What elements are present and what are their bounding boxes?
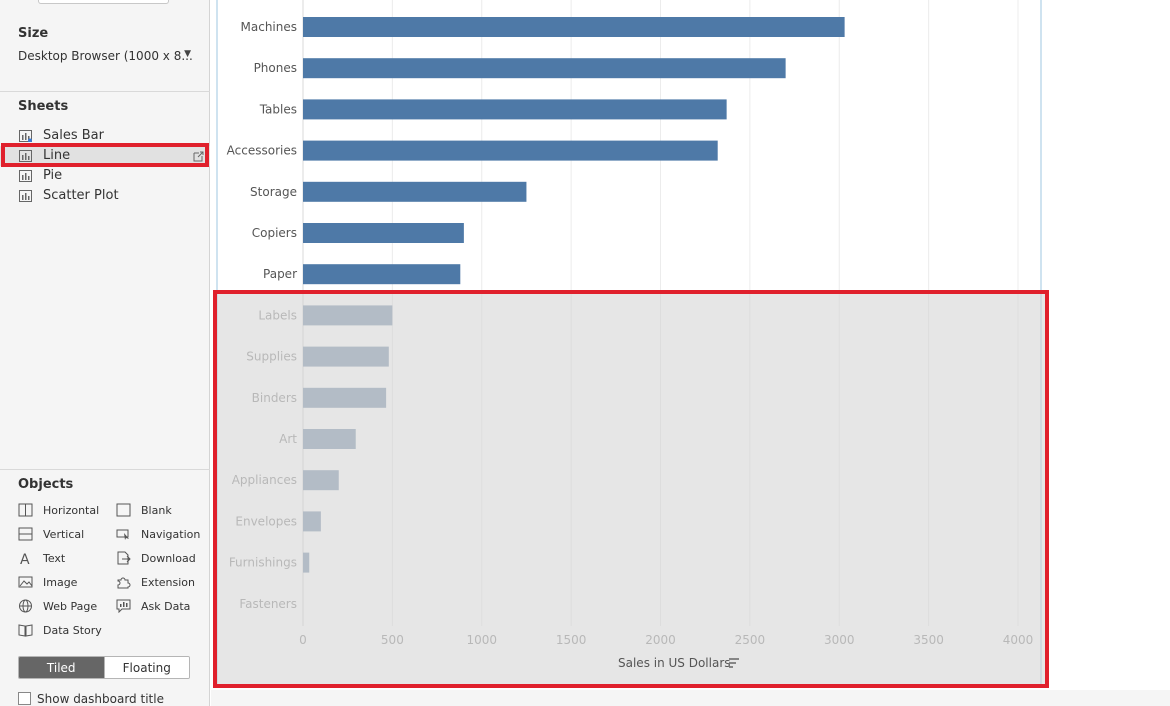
object-label: Image (43, 576, 78, 589)
ask-data-icon (116, 599, 131, 613)
bar-phones[interactable] (303, 58, 786, 79)
object-label: Navigation (141, 528, 201, 541)
device-preview-button[interactable] (38, 0, 169, 4)
layout-toggle: Tiled Floating (18, 656, 190, 679)
show-dashboard-title-checkbox[interactable]: Show dashboard title (18, 692, 164, 706)
globe-icon (19, 599, 32, 613)
bar-storage[interactable] (303, 181, 527, 202)
drop-target-overlay (213, 290, 1049, 688)
vertical-container-icon (18, 527, 33, 541)
worksheet-icon (19, 150, 32, 162)
x-axis-title: Sales in US Dollars (618, 656, 731, 670)
sheet-item-sales-bar[interactable]: Sales Bar (0, 126, 210, 146)
object-label: Extension (141, 576, 196, 589)
object-label: Download (141, 552, 196, 565)
sheet-item-pie[interactable]: Pie (0, 166, 210, 186)
object-label: Blank (141, 504, 172, 517)
text-icon: A (20, 552, 30, 565)
image-icon (18, 576, 33, 588)
floating-button[interactable]: Floating (103, 657, 189, 678)
book-icon (18, 624, 33, 637)
horizontal-container-icon (18, 503, 33, 517)
category-label: Accessories (227, 144, 297, 158)
sheets-heading: Sheets (18, 99, 69, 114)
size-dropdown-value: Desktop Browser (1000 x 8... (18, 49, 193, 63)
size-dropdown[interactable]: Desktop Browser (1000 x 8... ▼ (18, 49, 193, 67)
bar-machines[interactable] (303, 17, 845, 37)
chevron-down-icon: ▼ (184, 49, 191, 59)
canvas-bottom-strip (211, 690, 1170, 706)
svg-text:A: A (20, 552, 30, 565)
checkbox-icon (18, 692, 31, 705)
tiled-button[interactable]: Tiled (19, 657, 104, 678)
sheet-item-label: Scatter Plot (43, 188, 119, 203)
extension-icon (117, 577, 131, 589)
object-label: Ask Data (141, 600, 191, 613)
worksheet-icon (19, 170, 32, 182)
category-label: Machines (241, 20, 297, 34)
show-dashboard-title-label: Show dashboard title (37, 692, 164, 706)
bar-paper[interactable] (303, 264, 461, 285)
category-label: Copiers (252, 226, 297, 240)
objects-heading: Objects (18, 477, 74, 492)
navigation-icon (116, 529, 129, 540)
open-sheet-icon[interactable] (193, 151, 204, 162)
object-label: Text (43, 552, 66, 565)
bar-tables[interactable] (303, 99, 727, 120)
divider (0, 91, 210, 92)
sort-icon[interactable] (728, 657, 740, 669)
category-label: Paper (263, 267, 297, 281)
size-heading: Size (18, 26, 49, 41)
line-sheet-drag-highlight (1, 143, 209, 167)
download-icon (117, 551, 131, 565)
worksheet-icon (19, 190, 32, 202)
object-label: Vertical (43, 528, 85, 541)
worksheet-icon (19, 130, 32, 142)
sheet-item-label: Pie (43, 168, 63, 183)
divider (0, 469, 210, 470)
sheet-item-line[interactable]: Line (0, 146, 210, 166)
blank-icon (116, 503, 131, 517)
category-label: Storage (250, 185, 297, 199)
sheet-item-label: Sales Bar (43, 128, 104, 143)
category-label: Phones (254, 61, 297, 75)
bar-copiers[interactable] (303, 223, 464, 243)
bar-accessories[interactable] (303, 140, 718, 161)
object-label: Web Page (43, 600, 98, 613)
dashboard-side-pane: Size Desktop Browser (1000 x 8... ▼ Shee… (0, 0, 210, 706)
sheet-item-scatter-plot[interactable]: Scatter Plot (0, 186, 210, 206)
object-label: Horizontal (43, 504, 100, 517)
category-label: Tables (259, 102, 297, 116)
sheet-item-label: Line (43, 148, 71, 163)
object-label: Data Story (43, 624, 102, 637)
